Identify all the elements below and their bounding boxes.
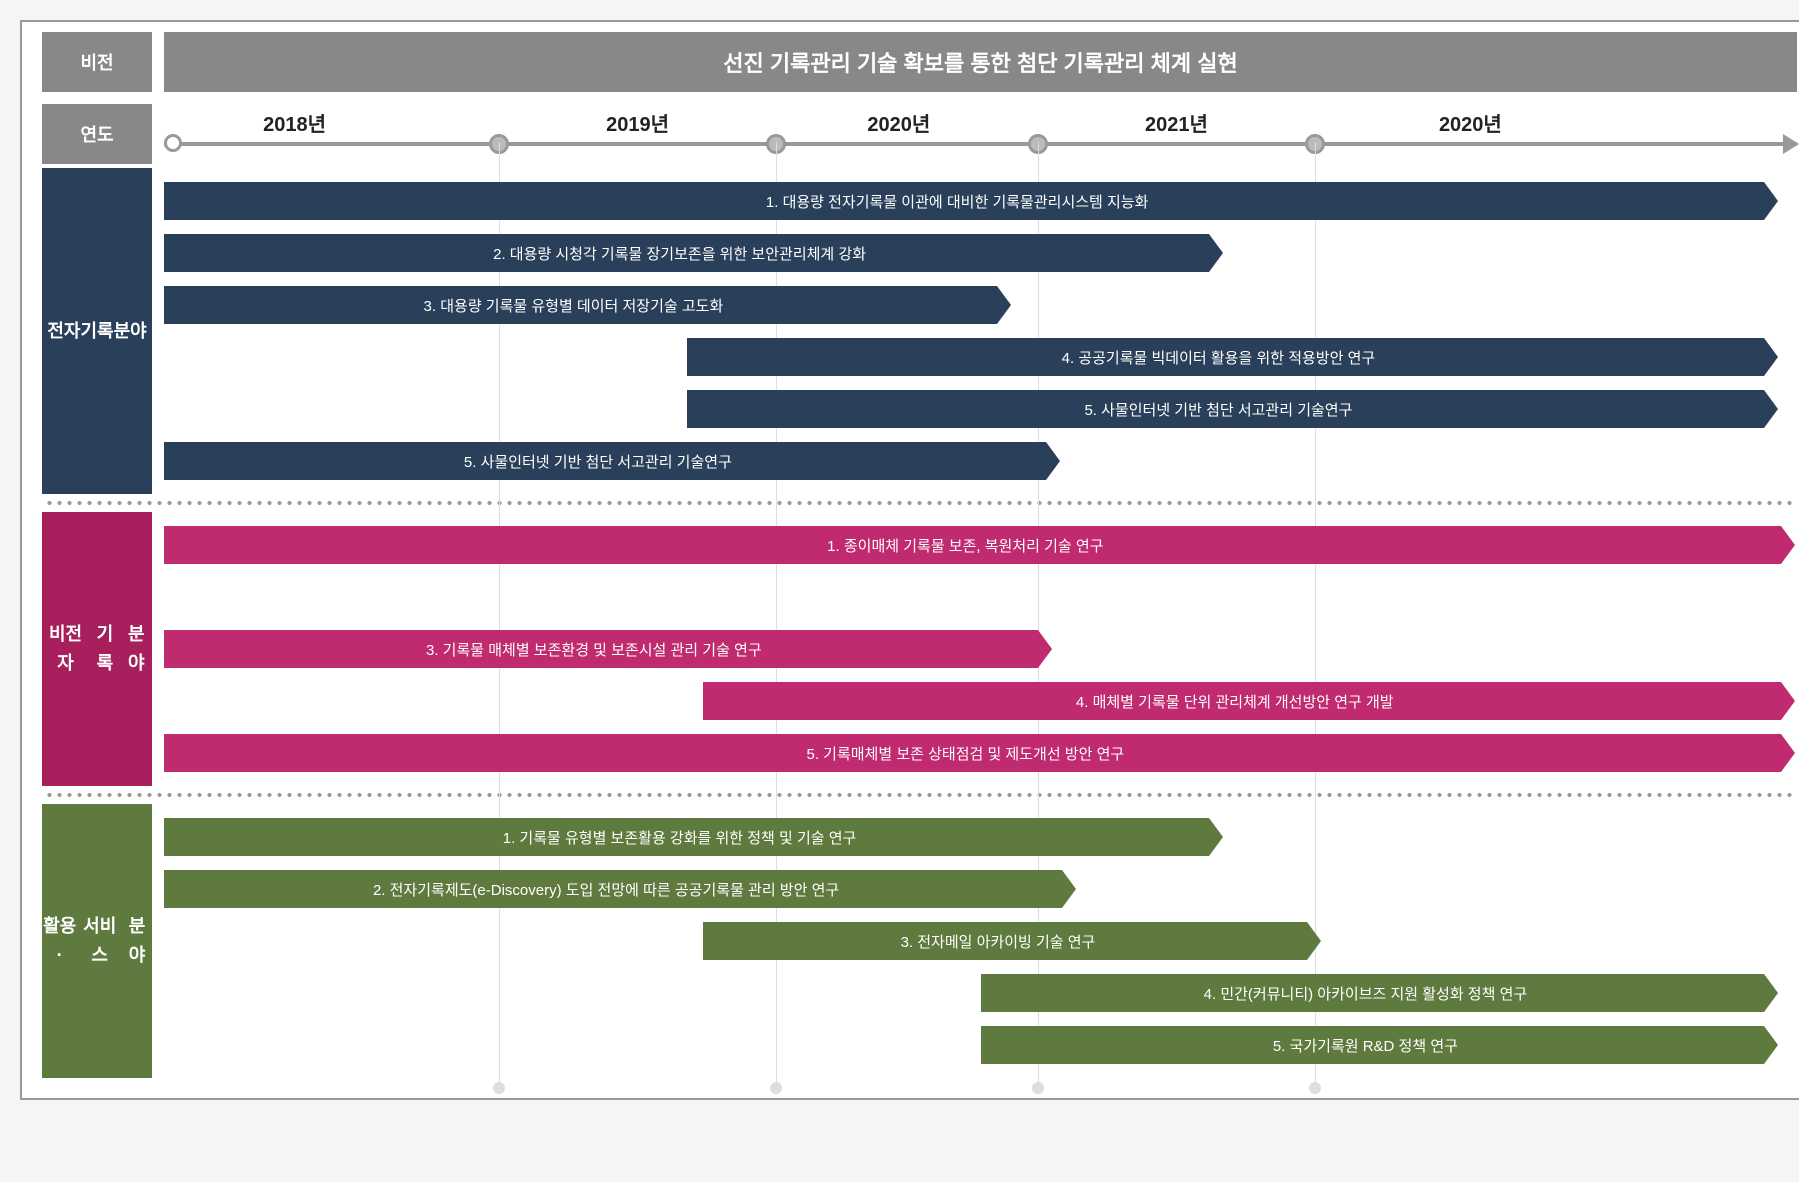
roadmap-container: 비전 선진 기록관리 기술 확보를 통한 첨단 기록관리 체계 실현 연도 20…: [20, 20, 1799, 1100]
bar-row: 5. 국가기록원 R&D 정책 연구: [164, 1026, 1797, 1064]
roadmap-bar: 2. 대용량 시청각 기록물 장기보존을 위한 보안관리체계 강화: [164, 234, 1209, 272]
bars-area-non-electronic: 1. 종이매체 기록물 보존, 복원처리 기술 연구 3. 기록물 매체별 보존환…: [164, 512, 1797, 786]
section-divider: [42, 792, 1797, 798]
bar-row: 1. 기록물 유형별 보존활용 강화를 위한 정책 및 기술 연구: [164, 818, 1797, 856]
roadmap-bar: 5. 국가기록원 R&D 정책 연구: [981, 1026, 1765, 1064]
guideline-dot-3: [1309, 1082, 1321, 1094]
roadmap-bar: 3. 전자메일 아카이빙 기술 연구: [703, 922, 1307, 960]
vision-row: 비전 선진 기록관리 기술 확보를 통한 첨단 기록관리 체계 실현: [42, 32, 1797, 92]
year-dot-1: [766, 134, 786, 154]
bar-row: 1. 대용량 전자기록물 이관에 대비한 기록물관리시스템 지능화: [164, 182, 1797, 220]
bar-row: 1. 종이매체 기록물 보존, 복원처리 기술 연구: [164, 526, 1797, 564]
roadmap-bar: 4. 공공기록물 빅데이터 활용을 위한 적용방안 연구: [687, 338, 1765, 376]
year-dot-0: [489, 134, 509, 154]
timeline-line: [164, 142, 1797, 146]
roadmap-bar: 2. 전자기록제도(e-Discovery) 도입 전망에 따른 공공기록물 관…: [164, 870, 1062, 908]
vision-title: 선진 기록관리 기술 확보를 통한 첨단 기록관리 체계 실현: [723, 46, 1237, 78]
guideline-dot-1: [770, 1082, 782, 1094]
year-label-3: 2021년: [1145, 108, 1208, 137]
section-electronic: 전자기록분야 1. 대용량 전자기록물 이관에 대비한 기록물관리시스템 지능화 2…: [42, 168, 1797, 494]
timeline-start-dot: [164, 134, 182, 152]
timeline-arrow-icon: [1783, 134, 1799, 154]
year-row: 연도 2018년 2019년 2020년 2021년 2020년: [42, 104, 1797, 164]
year-dot-3: [1305, 134, 1325, 154]
year-label-0: 2018년: [263, 108, 326, 137]
roadmap-bar: 5. 사물인터넷 기반 첨단 서고관리 기술연구: [687, 390, 1765, 428]
bar-row: 3. 기록물 매체별 보존환경 및 보존시설 관리 기술 연구: [164, 630, 1797, 668]
guideline-dot-0: [493, 1082, 505, 1094]
roadmap-bar: 4. 민간(커뮤니티) 아카이브즈 지원 활성화 정책 연구: [981, 974, 1765, 1012]
vision-title-bar: 선진 기록관리 기술 확보를 통한 첨단 기록관리 체계 실현: [164, 32, 1797, 92]
bar-row: 2. 전자기록제도(e-Discovery) 도입 전망에 따른 공공기록물 관…: [164, 870, 1797, 908]
roadmap-bar: 3. 기록물 매체별 보존환경 및 보존시설 관리 기술 연구: [164, 630, 1038, 668]
bar-row: 2. 대용량 시청각 기록물 장기보존을 위한 보안관리체계 강화: [164, 234, 1797, 272]
roadmap-bar: 1. 종이매체 기록물 보존, 복원처리 기술 연구: [164, 526, 1781, 564]
bar-row: 5. 사물인터넷 기반 첨단 서고관리 기술연구: [164, 390, 1797, 428]
bar-row: 4. 공공기록물 빅데이터 활용을 위한 적용방안 연구: [164, 338, 1797, 376]
bar-row: [164, 578, 1797, 616]
bar-row: 3. 전자메일 아카이빙 기술 연구: [164, 922, 1797, 960]
section-divider: [42, 500, 1797, 506]
year-dot-2: [1028, 134, 1048, 154]
vision-label: 비전: [80, 49, 113, 75]
roadmap-bar: 1. 기록물 유형별 보존활용 강화를 위한 정책 및 기술 연구: [164, 818, 1209, 856]
bars-area-service: 1. 기록물 유형별 보존활용 강화를 위한 정책 및 기술 연구 2. 전자기록…: [164, 804, 1797, 1078]
bar-row: 4. 민간(커뮤니티) 아카이브즈 지원 활성화 정책 연구: [164, 974, 1797, 1012]
roadmap-bar: 5. 기록매체별 보존 상태점검 및 제도개선 방안 연구: [164, 734, 1781, 772]
bars-area-electronic: 1. 대용량 전자기록물 이관에 대비한 기록물관리시스템 지능화 2. 대용량 …: [164, 168, 1797, 494]
roadmap-bar: 3. 대용량 기록물 유형별 데이터 저장기술 고도화: [164, 286, 997, 324]
section-non-electronic: 비전자기록분야 1. 종이매체 기록물 보존, 복원처리 기술 연구 3. 기록물 …: [42, 512, 1797, 786]
roadmap-bar: 5. 사물인터넷 기반 첨단 서고관리 기술연구: [164, 442, 1046, 480]
bar-row: 5. 기록매체별 보존 상태점검 및 제도개선 방안 연구: [164, 734, 1797, 772]
sections: 전자기록분야 1. 대용량 전자기록물 이관에 대비한 기록물관리시스템 지능화 2…: [42, 168, 1797, 1078]
roadmap-bar: 4. 매체별 기록물 단위 관리체계 개선방안 연구 개발: [703, 682, 1781, 720]
year-label-box: 연도: [42, 104, 152, 164]
section-label-service: 활용·서비스분야: [42, 804, 152, 1078]
year-label-4: 2020년: [1439, 108, 1502, 137]
section-label-non-electronic: 비전자기록분야: [42, 512, 152, 786]
year-label: 연도: [80, 121, 113, 147]
bar-row: 4. 매체별 기록물 단위 관리체계 개선방안 연구 개발: [164, 682, 1797, 720]
roadmap-bar: 1. 대용량 전자기록물 이관에 대비한 기록물관리시스템 지능화: [164, 182, 1764, 220]
bar-row: 3. 대용량 기록물 유형별 데이터 저장기술 고도화: [164, 286, 1797, 324]
year-label-1: 2019년: [606, 108, 669, 137]
bar-row: 5. 사물인터넷 기반 첨단 서고관리 기술연구: [164, 442, 1797, 480]
timeline: 2018년 2019년 2020년 2021년 2020년: [164, 104, 1797, 164]
vision-label-box: 비전: [42, 32, 152, 92]
section-label-electronic: 전자기록분야: [42, 168, 152, 494]
guideline-dot-2: [1032, 1082, 1044, 1094]
section-service: 활용·서비스분야1. 기록물 유형별 보존활용 강화를 위한 정책 및 기술 연…: [42, 804, 1797, 1078]
year-label-2: 2020년: [867, 108, 930, 137]
